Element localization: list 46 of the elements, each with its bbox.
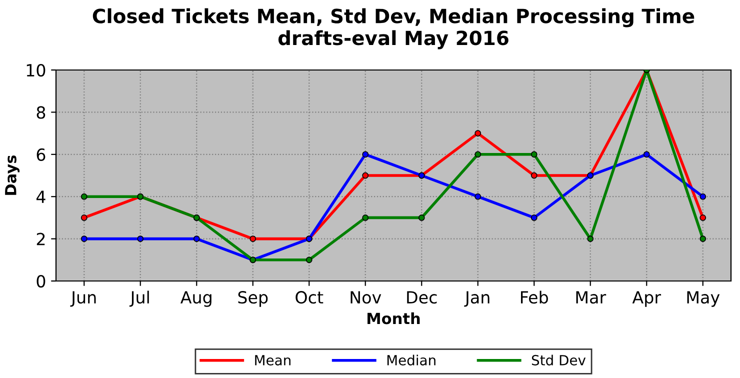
x-tick-label: Jul	[129, 290, 149, 307]
x-tick-label: Feb	[521, 290, 548, 304]
y-axis-title: Days	[5, 155, 20, 195]
point	[250, 236, 256, 242]
x-tick-label: Jan	[464, 291, 490, 307]
point	[80, 214, 88, 221]
x-tick-label: Mar	[576, 291, 606, 304]
y-tick-label: 0	[36, 274, 46, 288]
x-tick-label: May	[687, 291, 720, 307]
point	[306, 256, 312, 264]
point	[700, 236, 706, 242]
y-tick-label: 2	[36, 232, 45, 246]
x-tick-label: Oct	[296, 291, 324, 304]
x-tick-label: Sep	[238, 291, 268, 307]
point	[362, 172, 369, 179]
point	[530, 172, 538, 179]
point	[362, 214, 369, 221]
x-tick-label: Dec	[407, 291, 437, 304]
point	[474, 130, 482, 136]
point	[474, 193, 482, 200]
point	[80, 193, 88, 200]
legend-label: Std Dev	[532, 354, 586, 366]
x-axis-title: Month	[368, 312, 420, 324]
point	[418, 214, 425, 221]
point	[193, 236, 200, 242]
chart-title: Closed Tickets Mean, Std Dev, Median Processing Time drafts-eval May 2016	[92, 8, 694, 50]
x-tick-label: Apr	[632, 291, 662, 307]
point	[530, 151, 538, 158]
y-tick-label: 8	[36, 106, 46, 119]
point	[700, 214, 706, 221]
x-tick-label: Jun	[70, 291, 96, 307]
point	[700, 193, 706, 200]
legend-label: Median	[387, 354, 436, 366]
y-tick-label: 10	[26, 64, 46, 77]
y-tick-label: 6	[36, 148, 46, 161]
point	[530, 214, 538, 221]
point	[137, 236, 144, 242]
y-tick-label: 4	[36, 190, 46, 203]
point	[362, 151, 369, 158]
x-tick-label: Nov	[350, 291, 382, 304]
point	[80, 236, 88, 242]
point	[643, 151, 650, 158]
x-tick-label: Aug	[180, 291, 212, 307]
point	[587, 236, 594, 242]
point	[474, 151, 482, 158]
legend-label: Mean	[255, 355, 290, 366]
